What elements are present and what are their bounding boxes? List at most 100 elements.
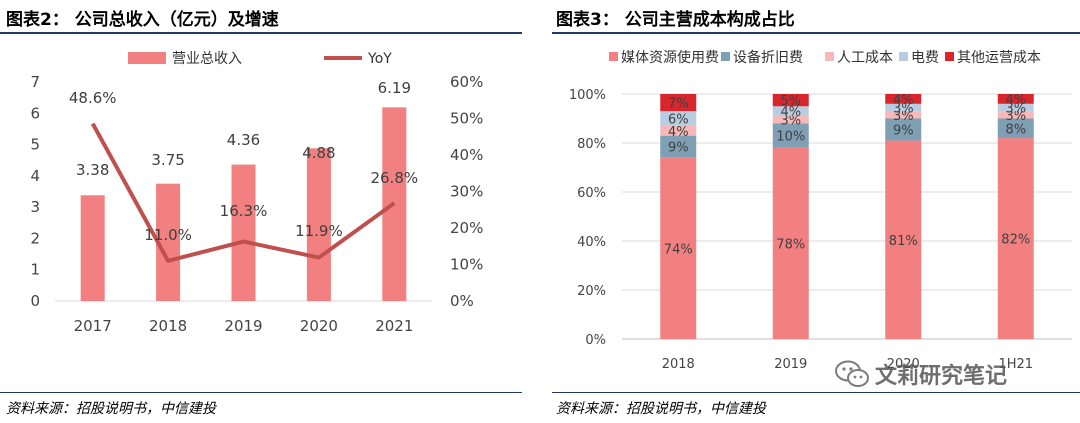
y-tick: 60%	[577, 186, 606, 201]
cost-segment	[885, 118, 922, 141]
cost-panel: 图表3： 公司主营成本构成占比 媒体资源使用费 设备折旧费 人工成本 电费 其他运营成本…	[540, 0, 1080, 423]
x-tick: 2017	[74, 317, 112, 335]
cost-data-label: 8%	[1005, 122, 1026, 137]
cost-data-label: 4%	[893, 93, 914, 108]
legend-swatch	[721, 52, 730, 61]
legend-label-revenue: 营业总收入	[172, 51, 242, 67]
cost-segment	[885, 140, 922, 339]
y-left-tick: 5	[30, 136, 40, 154]
legend-label: 媒体资源使用费	[621, 49, 719, 66]
y-left-tick: 6	[30, 104, 40, 122]
cost-data-label: 7%	[668, 97, 689, 112]
watermark: 文莉研究笔记	[835, 356, 1050, 392]
y-left-tick: 2	[30, 229, 40, 247]
revenue-bar	[231, 164, 256, 301]
cost-data-label: 10%	[776, 130, 805, 145]
revenue-data-label: 4.36	[227, 131, 260, 149]
y-left-tick: 7	[30, 73, 40, 91]
y-left-tick: 3	[30, 198, 40, 216]
cost-data-label: 81%	[889, 234, 918, 249]
cost-data-label: 3%	[780, 114, 801, 129]
x-tick: 2019	[224, 317, 262, 335]
yoy-data-label: 16.3%	[220, 202, 268, 220]
yoy-data-label: 48.6%	[69, 89, 117, 107]
yoy-data-label: 11.0%	[144, 226, 192, 244]
title-divider	[0, 32, 522, 34]
cost-segment	[772, 116, 809, 124]
y-tick: 40%	[577, 235, 606, 250]
legend-label: 其他运营成本	[957, 50, 1041, 66]
y-right-tick: 20%	[450, 219, 483, 237]
y-left-tick: 4	[30, 167, 40, 185]
revenue-data-label: 3.75	[151, 151, 184, 169]
yoy-line	[90, 122, 396, 263]
revenue-bar	[80, 195, 105, 301]
y-left-tick: 1	[30, 261, 40, 279]
cost-segment	[772, 123, 809, 148]
revenue-source: 资料来源：招股说明书，中信建投	[6, 401, 216, 417]
x-tick: 2021	[375, 317, 413, 335]
x-tick: 2019	[774, 357, 807, 372]
legend-label-yoy: YoY	[367, 51, 392, 67]
y-right-tick: 0%	[450, 292, 474, 310]
cost-segment	[660, 111, 697, 126]
watermark-text: 文莉研究笔记	[875, 364, 1008, 389]
cost-data-label: 5%	[780, 94, 801, 109]
yoy-data-label: 11.9%	[295, 222, 343, 240]
cost-segment	[885, 94, 922, 104]
cost-data-label: 4%	[1005, 93, 1026, 108]
y-right-tick: 60%	[450, 73, 483, 91]
cost-data-label: 78%	[776, 237, 805, 252]
cost-segment	[772, 106, 809, 117]
revenue-figure-title: 图表2： 公司总收入（亿元）及增速	[6, 10, 279, 30]
y-left-tick: 0	[30, 292, 40, 310]
legend-swatch	[899, 52, 908, 61]
yoy-data-label: 26.8%	[370, 169, 418, 187]
cost-segment	[885, 111, 922, 119]
cost-segment	[772, 147, 809, 339]
cost-chart: 媒体资源使用费 设备折旧费 人工成本 电费 其他运营成本 0% 20% 40% 60% 80% 10…	[569, 49, 1072, 372]
cost-source: 资料来源：招股说明书，中信建投	[556, 401, 766, 417]
y-tick: 20%	[577, 284, 606, 299]
y-right-tick: 30%	[450, 183, 483, 201]
cost-legend: 媒体资源使用费 设备折旧费 人工成本 电费 其他运营成本	[609, 49, 1041, 66]
y-tick: 100%	[569, 88, 606, 103]
cost-data-label: 3%	[1005, 101, 1026, 116]
y-right-tick: 10%	[450, 256, 483, 274]
cost-segment	[660, 135, 697, 158]
x-tick: 2018	[662, 357, 695, 372]
y-tick: 80%	[577, 137, 606, 152]
legend-swatch	[825, 52, 834, 61]
title-divider	[552, 32, 1080, 34]
revenue-panel: 图表2： 公司总收入（亿元）及增速 营业总收入 YoY 0 1 2 3 4 5 6 7 0% 10% 2…	[0, 10, 522, 417]
y-right-tick: 40%	[450, 146, 483, 164]
legend-swatch	[945, 52, 954, 61]
y-right-tick: 50%	[450, 110, 483, 128]
cost-data-label: 4%	[668, 125, 689, 140]
revenue-legend: 营业总收入 YoY	[128, 51, 392, 67]
cost-segment	[997, 103, 1034, 112]
cost-figure-title: 图表3： 公司主营成本构成占比	[556, 10, 795, 30]
cost-segment	[772, 94, 809, 107]
cost-data-label: 6%	[668, 113, 689, 128]
legend-swatch	[609, 52, 618, 61]
revenue-chart: 营业总收入 YoY 0 1 2 3 4 5 6 7 0% 10% 20% 30% 40% 50% 60% 2017…	[30, 51, 483, 335]
cost-segment	[660, 157, 697, 339]
cost-data-label: 9%	[668, 141, 689, 156]
x-tick: 2020	[300, 317, 338, 335]
legend-label: 电费	[911, 50, 939, 66]
cost-segment	[885, 103, 922, 112]
legend-swatch-revenue	[128, 52, 166, 64]
cost-segment	[997, 111, 1034, 119]
legend-label: 人工成本	[837, 50, 893, 66]
legend-label: 设备折旧费	[733, 49, 803, 66]
cost-segment	[997, 138, 1034, 339]
wechat-icon	[835, 360, 869, 387]
cost-segment	[660, 125, 697, 136]
revenue-data-label: 6.19	[378, 79, 411, 97]
cost-data-label: 9%	[893, 124, 914, 139]
source-divider	[552, 392, 1080, 393]
cost-data-label: 74%	[664, 242, 693, 257]
cost-segment	[997, 94, 1034, 104]
cost-data-label: 82%	[1001, 233, 1030, 248]
